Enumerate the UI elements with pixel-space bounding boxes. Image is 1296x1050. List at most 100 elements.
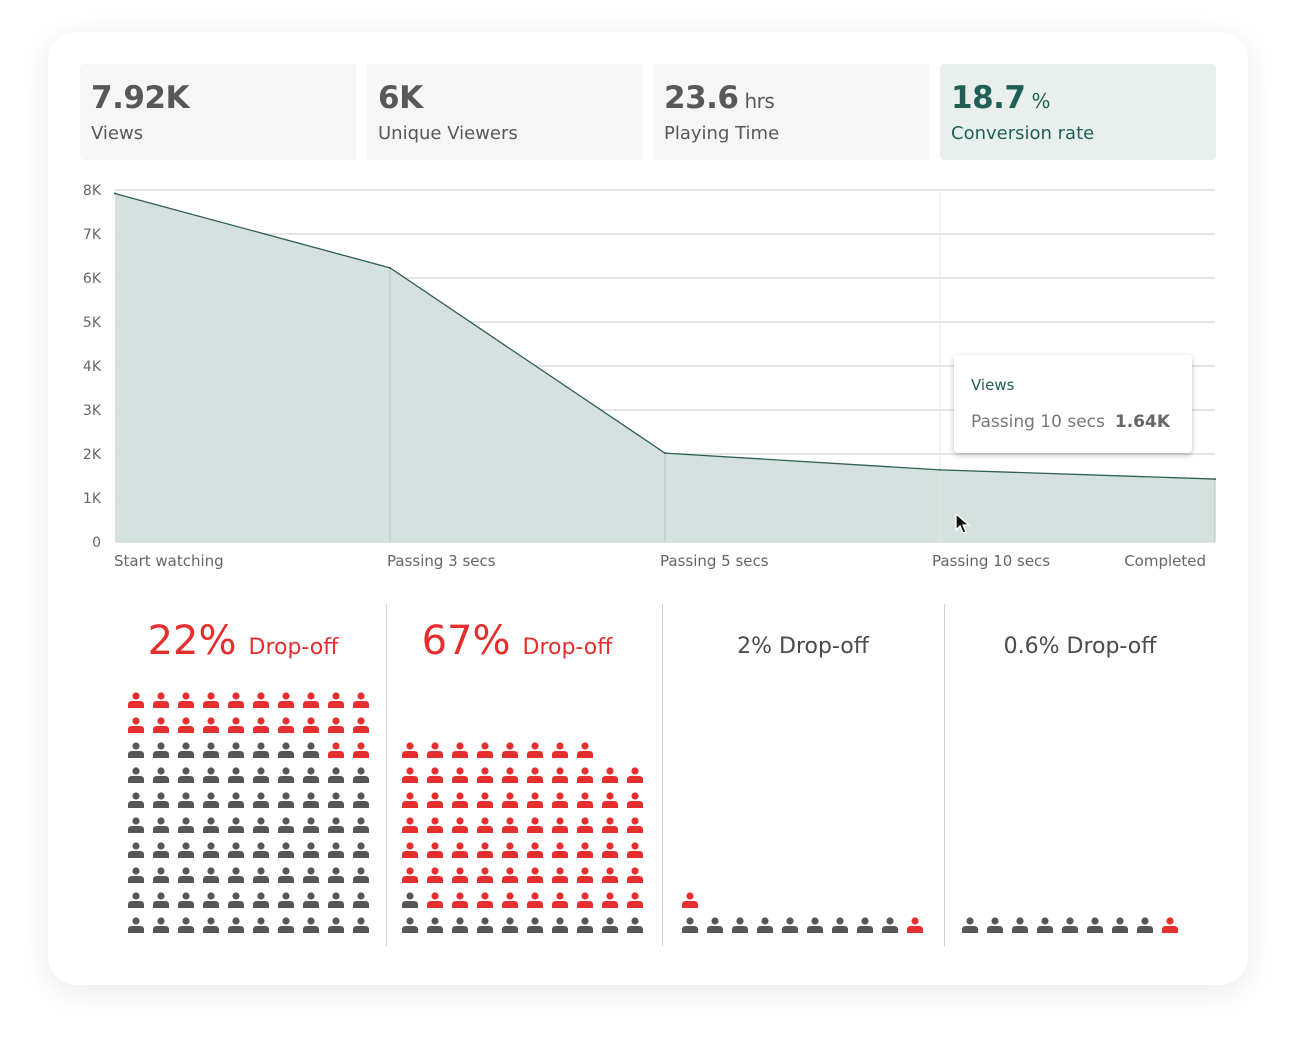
- y-tick-label: 6K: [83, 271, 102, 287]
- person-icon: [627, 917, 643, 933]
- person-icon: [477, 867, 493, 883]
- person-icon: [328, 842, 344, 858]
- person-icon: [328, 867, 344, 883]
- stat-playing-time[interactable]: 23.6 hrs Playing Time: [653, 64, 929, 160]
- person-icon: [353, 817, 369, 833]
- person-icon: [253, 742, 269, 758]
- person-icon: [278, 792, 294, 808]
- person-icon: [253, 917, 269, 933]
- data-point: [664, 452, 666, 455]
- person-icon: [577, 892, 593, 908]
- people-row: [128, 742, 369, 758]
- person-icon: [527, 817, 543, 833]
- person-icon: [353, 842, 369, 858]
- person-icon: [552, 842, 568, 858]
- person-icon: [203, 917, 219, 933]
- person-icon: [328, 717, 344, 733]
- person-icon: [502, 892, 518, 908]
- person-icon: [1087, 917, 1103, 933]
- person-icon: [832, 917, 848, 933]
- person-icon: [732, 917, 748, 933]
- person-icon: [527, 842, 543, 858]
- person-icon: [178, 842, 194, 858]
- person-icon: [128, 742, 144, 758]
- person-icon: [178, 692, 194, 708]
- person-icon: [328, 767, 344, 783]
- people-grid: [128, 692, 369, 933]
- person-icon: [228, 792, 244, 808]
- people-row: [128, 767, 369, 783]
- person-icon: [228, 817, 244, 833]
- person-icon: [477, 742, 493, 758]
- person-icon: [1162, 917, 1178, 933]
- person-icon: [427, 767, 443, 783]
- stat-value: 23.6 hrs: [664, 80, 775, 116]
- person-icon: [153, 742, 169, 758]
- person-icon: [552, 792, 568, 808]
- section-divider: [944, 604, 945, 946]
- data-point: [1214, 478, 1216, 481]
- person-icon: [353, 717, 369, 733]
- stat-unique-viewers[interactable]: 6K Unique Viewers: [367, 64, 643, 160]
- person-icon: [627, 842, 643, 858]
- person-icon: [452, 842, 468, 858]
- data-point: [114, 192, 116, 195]
- person-icon: [253, 867, 269, 883]
- people-row: [128, 792, 369, 808]
- person-icon: [228, 867, 244, 883]
- person-icon: [278, 717, 294, 733]
- x-tick-label: Start watching: [114, 552, 224, 570]
- stat-views[interactable]: 7.92K Views: [80, 64, 356, 160]
- x-tick-label: Passing 5 secs: [660, 552, 769, 570]
- person-icon: [128, 792, 144, 808]
- person-icon: [552, 767, 568, 783]
- people-row: [402, 792, 643, 808]
- tooltip-row: Passing 10 secs 1.64K: [971, 412, 1170, 432]
- person-icon: [253, 892, 269, 908]
- x-tick-label: Completed: [1124, 552, 1206, 570]
- people-grid: [962, 917, 1178, 933]
- person-icon: [552, 817, 568, 833]
- person-icon: [577, 917, 593, 933]
- person-icon: [552, 867, 568, 883]
- people-row: [402, 842, 643, 858]
- person-icon: [203, 692, 219, 708]
- person-icon: [278, 917, 294, 933]
- person-icon: [782, 917, 798, 933]
- person-icon: [502, 817, 518, 833]
- person-icon: [203, 867, 219, 883]
- person-icon: [178, 767, 194, 783]
- people-row: [128, 867, 369, 883]
- person-icon: [452, 892, 468, 908]
- person-icon: [552, 892, 568, 908]
- person-icon: [962, 917, 978, 933]
- person-icon: [577, 767, 593, 783]
- person-icon: [627, 792, 643, 808]
- stat-label: Playing Time: [664, 123, 780, 144]
- person-icon: [757, 917, 773, 933]
- person-icon: [682, 917, 698, 933]
- person-icon: [1037, 917, 1053, 933]
- dropoff-title-10secs: 0.6% Drop-off: [1003, 634, 1157, 659]
- person-icon: [228, 692, 244, 708]
- tooltip-value: 1.64K: [1114, 412, 1170, 432]
- person-icon: [602, 817, 618, 833]
- person-icon: [153, 817, 169, 833]
- person-icon: [427, 842, 443, 858]
- person-icon: [402, 817, 418, 833]
- person-icon: [452, 742, 468, 758]
- stat-conversion-rate[interactable]: 18.7% Conversion rate: [940, 64, 1216, 160]
- person-icon: [452, 867, 468, 883]
- section-divider: [662, 604, 663, 946]
- person-icon: [278, 867, 294, 883]
- person-icon: [128, 917, 144, 933]
- y-tick-label: 1K: [83, 491, 102, 507]
- person-icon: [353, 767, 369, 783]
- section-divider: [386, 604, 387, 946]
- stat-value: 6K: [378, 80, 423, 116]
- person-icon: [857, 917, 873, 933]
- person-icon: [153, 767, 169, 783]
- person-icon: [427, 917, 443, 933]
- stat-unit: hrs: [744, 89, 775, 113]
- person-icon: [178, 817, 194, 833]
